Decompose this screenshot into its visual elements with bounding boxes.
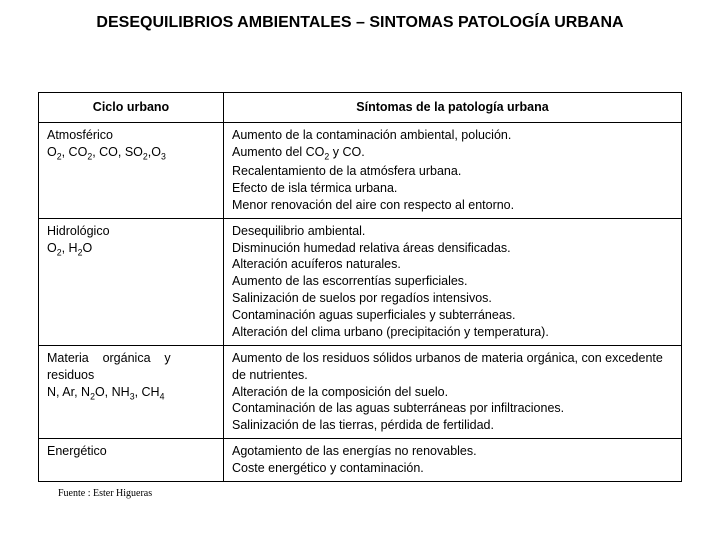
- header-sintomas: Síntomas de la patología urbana: [224, 93, 682, 123]
- page-title: DESEQUILIBRIOS AMBIENTALES – SINTOMAS PA…: [0, 0, 720, 32]
- table-row: HidrológicoO2, H2O Desequilibrio ambient…: [39, 218, 682, 345]
- cell-sintomas: Aumento de la contaminación ambiental, p…: [224, 122, 682, 218]
- table-row: Materia orgánica y residuosN, Ar, N2O, N…: [39, 345, 682, 438]
- table-row: AtmosféricoO2, CO2, CO, SO2,O3 Aumento d…: [39, 122, 682, 218]
- cell-ciclo: HidrológicoO2, H2O: [39, 218, 224, 345]
- cell-ciclo: Materia orgánica y residuosN, Ar, N2O, N…: [39, 345, 224, 438]
- cell-ciclo: Energético: [39, 439, 224, 482]
- cell-ciclo: AtmosféricoO2, CO2, CO, SO2,O3: [39, 122, 224, 218]
- header-ciclo: Ciclo urbano: [39, 93, 224, 123]
- cell-sintomas: Agotamiento de las energías no renovable…: [224, 439, 682, 482]
- cell-sintomas: Aumento de los residuos sólidos urbanos …: [224, 345, 682, 438]
- table-row: Energético Agotamiento de las energías n…: [39, 439, 682, 482]
- symptoms-table: Ciclo urbano Síntomas de la patología ur…: [38, 92, 682, 482]
- table-header-row: Ciclo urbano Síntomas de la patología ur…: [39, 93, 682, 123]
- source-note: Fuente : Ester Higueras: [58, 488, 720, 499]
- cell-sintomas: Desequilibrio ambiental.Disminución hume…: [224, 218, 682, 345]
